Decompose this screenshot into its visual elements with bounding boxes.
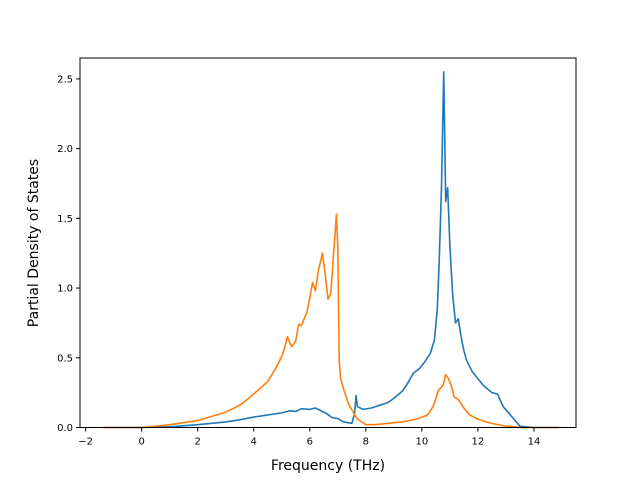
y-tick-label: 2.0 bbox=[57, 144, 73, 155]
series-line-1 bbox=[102, 71, 560, 429]
y-axis: 0.0 0.5 1.0 1.5 2.0 2.5 bbox=[57, 74, 80, 434]
plot-frame bbox=[79, 57, 577, 428]
x-tick-label: −2 bbox=[78, 437, 93, 448]
y-tick-label: 1.5 bbox=[57, 214, 73, 225]
x-tick-label: 14 bbox=[528, 437, 541, 448]
y-tick-label: 1.0 bbox=[57, 284, 73, 295]
y-axis-label: Partial Density of States bbox=[26, 159, 42, 327]
x-tick-label: 6 bbox=[307, 437, 313, 448]
x-axis: −2 0 2 4 6 8 10 12 14 bbox=[78, 427, 541, 448]
series-layer bbox=[102, 71, 560, 429]
x-tick-label: 8 bbox=[363, 437, 369, 448]
x-tick-label: 0 bbox=[138, 437, 144, 448]
x-tick-label: 2 bbox=[195, 437, 201, 448]
y-tick-label: 2.5 bbox=[57, 74, 73, 85]
x-axis-label: Frequency (THz) bbox=[271, 458, 385, 474]
x-tick-label: 12 bbox=[472, 437, 485, 448]
series-line-2 bbox=[102, 213, 560, 429]
y-tick-label: 0.5 bbox=[57, 353, 73, 364]
x-tick-label: 4 bbox=[251, 437, 257, 448]
y-tick-label: 0.0 bbox=[57, 423, 73, 434]
x-tick-label: 10 bbox=[416, 437, 429, 448]
